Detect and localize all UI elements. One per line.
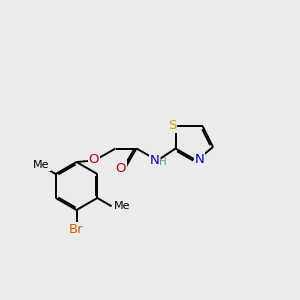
Text: N: N <box>150 154 160 167</box>
Text: Me: Me <box>114 201 130 211</box>
Text: Me: Me <box>33 160 50 170</box>
Text: O: O <box>89 153 99 167</box>
Text: H: H <box>159 157 167 167</box>
Text: Br: Br <box>69 223 84 236</box>
Text: O: O <box>116 161 126 175</box>
Text: N: N <box>195 153 204 167</box>
Text: S: S <box>168 119 176 132</box>
